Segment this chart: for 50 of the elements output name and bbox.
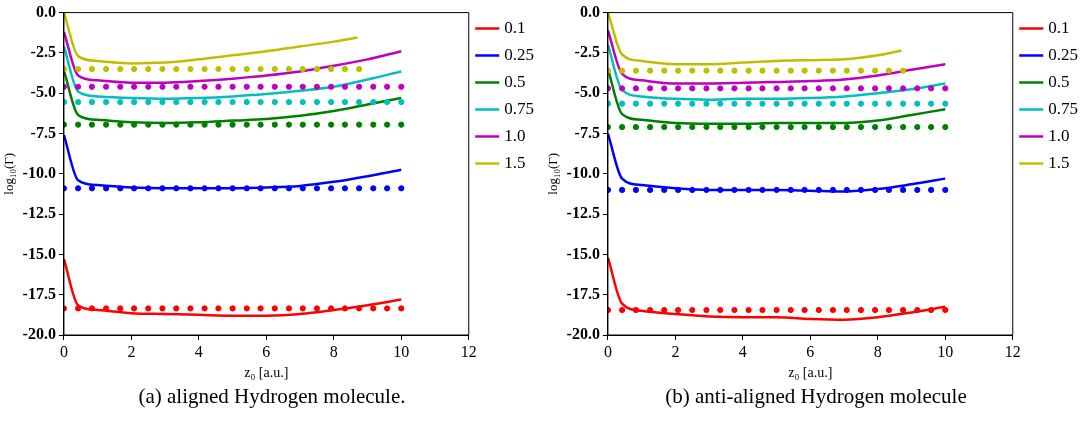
legend-label: 1.5 xyxy=(504,152,526,172)
legend-label: 0.25 xyxy=(1048,44,1078,64)
x-tick-label: 0 xyxy=(59,342,68,360)
y-tick-label: -20.0 xyxy=(566,325,600,343)
legend-label: 0.75 xyxy=(504,98,534,118)
y-tick-label: -12.5 xyxy=(22,204,56,222)
y-tick-label: -15.0 xyxy=(22,244,56,262)
legend-label: 0.5 xyxy=(504,71,526,91)
y-tick-label: 0.0 xyxy=(579,2,600,20)
x-tick-label: 10 xyxy=(937,342,954,360)
y-tick-label: -10.0 xyxy=(566,163,600,181)
y-tick-label: -2.5 xyxy=(574,43,600,61)
x-tick-label: 2 xyxy=(671,342,680,360)
y-tick-label: -15.0 xyxy=(566,244,600,262)
legend-label: 0.1 xyxy=(504,17,526,37)
legend-label: 0.1 xyxy=(1048,17,1070,37)
y-tick-label: -20.0 xyxy=(22,325,56,343)
y-tick-label: -5.0 xyxy=(574,83,600,101)
x-axis-title: z₀ [a.u.] xyxy=(788,365,833,381)
legend-label: 0.75 xyxy=(1048,98,1078,118)
legend-label: 1.5 xyxy=(1048,152,1070,172)
y-tick-label: -2.5 xyxy=(30,43,56,61)
x-tick-label: 6 xyxy=(262,342,271,360)
x-tick-label: 4 xyxy=(738,342,747,360)
y-tick-label: 0.0 xyxy=(35,2,56,20)
legend-label: 1.0 xyxy=(1048,125,1070,145)
x-tick-label: 12 xyxy=(460,342,477,360)
x-tick-label: 2 xyxy=(127,342,136,360)
text: (b) anti-aligned Hydrogen molecule xyxy=(665,384,967,409)
y-tick-label: -7.5 xyxy=(574,123,600,141)
x-tick-label: 4 xyxy=(194,342,203,360)
y-tick-label: -5.0 xyxy=(30,83,56,101)
x-tick-label: 10 xyxy=(393,342,410,360)
legend-label: 0.5 xyxy=(1048,71,1070,91)
legend-label: 0.25 xyxy=(504,44,534,64)
x-tick-label: 0 xyxy=(603,342,612,360)
legend-label: 1.0 xyxy=(504,125,526,145)
y-tick-label: -7.5 xyxy=(30,123,56,141)
x-axis-title: z₀ [a.u.] xyxy=(244,365,289,381)
x-tick-label: 8 xyxy=(873,342,882,360)
x-tick-label: 12 xyxy=(1004,342,1021,360)
y-tick-label: -10.0 xyxy=(22,163,56,181)
x-tick-label: 8 xyxy=(329,342,338,360)
y-axis-title: log₁₀(Γ) xyxy=(1,152,17,195)
y-tick-label: -17.5 xyxy=(22,284,56,302)
y-tick-label: -17.5 xyxy=(566,284,600,302)
text: (a) aligned Hydrogen molecule. xyxy=(138,384,406,409)
y-axis-title: log₁₀(Γ) xyxy=(545,152,561,195)
y-tick-label: -12.5 xyxy=(566,204,600,222)
x-tick-label: 6 xyxy=(806,342,815,360)
